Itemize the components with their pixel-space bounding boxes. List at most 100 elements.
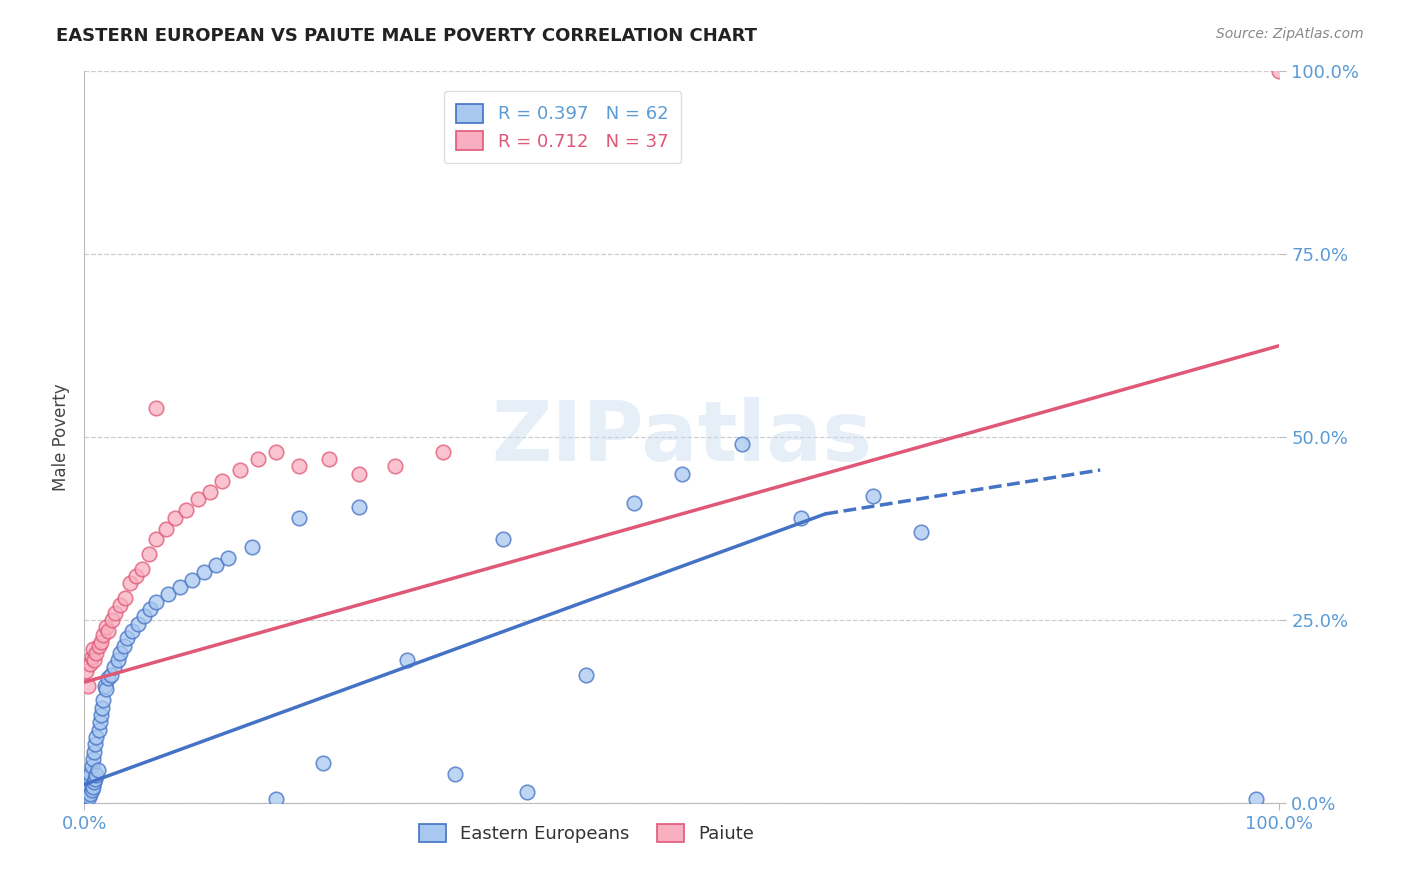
- Point: [77, 770, 100, 784]
- Point: [83, 653, 105, 667]
- Point: [181, 573, 204, 587]
- Point: [1268, 64, 1291, 78]
- Point: [121, 624, 143, 638]
- Point: [75, 781, 97, 796]
- Point: [165, 510, 187, 524]
- Point: [575, 667, 598, 681]
- Point: [87, 723, 110, 737]
- Point: [240, 540, 263, 554]
- Point: [94, 682, 117, 697]
- Point: [80, 649, 103, 664]
- Point: [77, 679, 100, 693]
- Point: [862, 489, 884, 503]
- Point: [169, 580, 191, 594]
- Point: [77, 778, 100, 792]
- Point: [87, 639, 110, 653]
- Point: [145, 594, 167, 608]
- Point: [103, 660, 125, 674]
- Point: [349, 500, 371, 514]
- Point: [396, 653, 419, 667]
- Point: [132, 609, 156, 624]
- Point: [444, 766, 467, 780]
- Point: [90, 708, 112, 723]
- Point: [80, 759, 103, 773]
- Point: [75, 664, 97, 678]
- Point: [110, 599, 132, 613]
- Point: [174, 503, 197, 517]
- Point: [93, 693, 115, 707]
- Point: [104, 606, 127, 620]
- Point: [83, 775, 105, 789]
- Point: [198, 485, 221, 500]
- Point: [790, 510, 813, 524]
- Point: [101, 613, 124, 627]
- Point: [79, 657, 101, 671]
- Point: [86, 730, 108, 744]
- Point: [76, 789, 98, 803]
- Point: [82, 780, 104, 794]
- Point: [79, 766, 101, 780]
- Point: [89, 715, 111, 730]
- Point: [93, 627, 115, 641]
- Point: [187, 492, 209, 507]
- Point: [125, 569, 148, 583]
- Point: [97, 624, 120, 638]
- Point: [246, 452, 269, 467]
- Text: Source: ZipAtlas.com: Source: ZipAtlas.com: [1216, 27, 1364, 41]
- Point: [145, 401, 167, 415]
- Text: ZIPatlas: ZIPatlas: [492, 397, 872, 477]
- Point: [79, 787, 101, 801]
- Point: [384, 459, 406, 474]
- Point: [83, 745, 105, 759]
- Point: [84, 772, 107, 787]
- Point: [84, 737, 107, 751]
- Point: [82, 642, 104, 657]
- Point: [139, 602, 162, 616]
- Point: [110, 646, 132, 660]
- Point: [145, 533, 167, 547]
- Point: [118, 576, 141, 591]
- Point: [114, 591, 136, 605]
- Point: [80, 782, 103, 797]
- Point: [127, 616, 149, 631]
- Point: [211, 474, 233, 488]
- Point: [77, 785, 100, 799]
- Point: [671, 467, 693, 481]
- Point: [432, 444, 454, 458]
- Point: [264, 792, 287, 806]
- Point: [91, 700, 114, 714]
- Point: [193, 566, 215, 580]
- Point: [86, 646, 108, 660]
- Point: [318, 452, 340, 467]
- Point: [349, 467, 371, 481]
- Point: [492, 533, 515, 547]
- Point: [288, 510, 311, 524]
- Point: [516, 785, 538, 799]
- Point: [312, 756, 335, 770]
- Point: [1244, 792, 1267, 806]
- Point: [97, 672, 120, 686]
- Point: [117, 632, 139, 646]
- Point: [82, 752, 104, 766]
- Point: [107, 653, 129, 667]
- Point: [205, 558, 228, 573]
- Point: [623, 496, 645, 510]
- Point: [138, 547, 160, 561]
- Point: [229, 463, 252, 477]
- Legend: Eastern Europeans, Paiute: Eastern Europeans, Paiute: [409, 815, 763, 852]
- Point: [217, 550, 239, 565]
- Y-axis label: Male Poverty: Male Poverty: [52, 384, 70, 491]
- Point: [93, 679, 115, 693]
- Point: [76, 773, 98, 788]
- Point: [910, 525, 932, 540]
- Point: [86, 763, 108, 777]
- Point: [288, 459, 311, 474]
- Point: [131, 562, 153, 576]
- Point: [264, 444, 287, 458]
- Point: [155, 521, 177, 535]
- Point: [90, 635, 112, 649]
- Point: [731, 437, 754, 451]
- Point: [100, 667, 122, 681]
- Point: [157, 587, 180, 601]
- Text: EASTERN EUROPEAN VS PAIUTE MALE POVERTY CORRELATION CHART: EASTERN EUROPEAN VS PAIUTE MALE POVERTY …: [56, 27, 758, 45]
